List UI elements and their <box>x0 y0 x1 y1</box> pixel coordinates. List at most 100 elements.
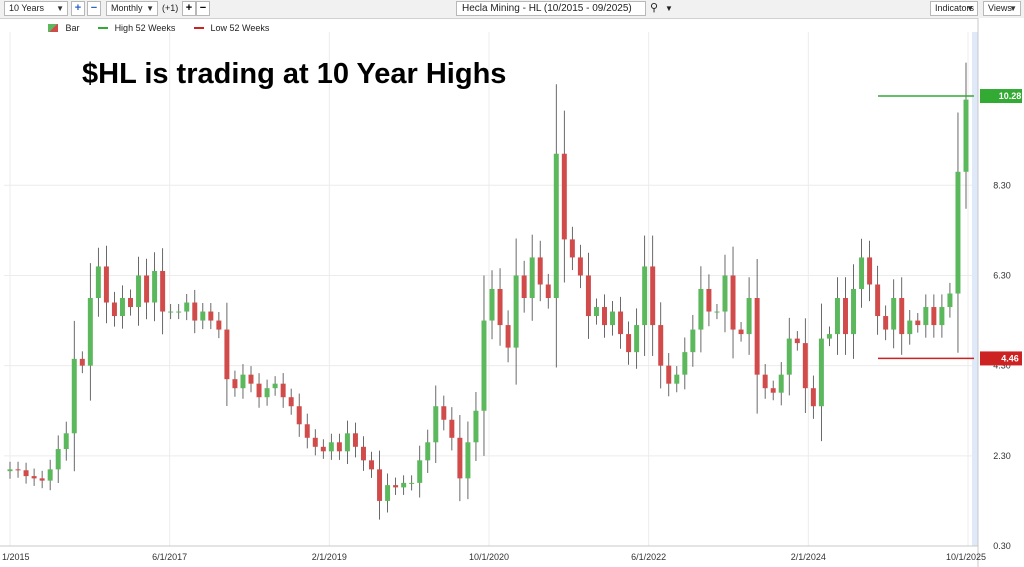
candle-body <box>320 446 326 452</box>
candle-body <box>417 460 423 483</box>
candle-body <box>224 329 230 380</box>
candle-body <box>553 153 559 299</box>
price-axis-panel <box>978 18 1024 546</box>
chart-legend: Bar High 52 Weeks Low 52 Weeks <box>48 22 269 33</box>
candle-body <box>23 470 29 477</box>
candle-body <box>465 442 471 479</box>
legend-high-label: High 52 Weeks <box>114 22 176 33</box>
candle-body <box>119 298 125 317</box>
high-52-week-marker <box>980 89 1022 104</box>
candle-body <box>577 257 583 276</box>
x-tick-label: 10/1/2025 <box>946 552 986 562</box>
candle-body <box>714 311 720 313</box>
chevron-down-icon: ▼ <box>146 4 154 13</box>
candle-body <box>489 289 495 321</box>
symbol-title-field[interactable]: Hecla Mining - HL (10/2015 - 09/2025) <box>456 1 646 16</box>
candle-body <box>192 302 198 321</box>
candle-body <box>111 302 117 317</box>
views-button[interactable]: Views ▼ <box>983 1 1021 16</box>
candle-body <box>176 311 182 313</box>
candle-body <box>328 442 334 452</box>
candle-body <box>497 289 503 326</box>
candle-body <box>344 433 350 452</box>
candle-body <box>336 442 342 452</box>
candle-body <box>360 446 366 461</box>
candle-body <box>152 270 158 303</box>
candle-body <box>955 171 961 294</box>
candle-body <box>569 239 575 258</box>
candle-body <box>963 99 969 172</box>
range-select[interactable]: 10 Years ▼ <box>4 1 68 16</box>
y-tick-label: 0.30 <box>993 541 1011 551</box>
candle-body <box>505 325 511 348</box>
candle-body <box>79 358 85 366</box>
candle-body <box>634 325 640 353</box>
candle-body <box>55 449 61 470</box>
legend-low-label: Low 52 Weeks <box>210 22 270 33</box>
current-period-highlight <box>972 32 978 546</box>
zoom-in-button[interactable]: + <box>71 1 85 16</box>
candle-body <box>441 406 447 420</box>
candle-body <box>867 257 873 285</box>
candle-body <box>537 257 543 285</box>
candle-body <box>650 266 656 326</box>
candle-body <box>95 266 101 299</box>
candle-body <box>891 298 897 330</box>
candle-body <box>610 311 616 326</box>
candle-body <box>642 266 648 326</box>
candle-body <box>401 482 407 488</box>
indicators-label: Indicators <box>935 3 975 13</box>
candle-body <box>385 485 391 501</box>
candle-body <box>674 374 680 384</box>
candle-body <box>738 329 744 335</box>
candle-body <box>248 374 254 384</box>
candle-body <box>513 275 519 348</box>
candle-body <box>272 383 278 389</box>
interval-select[interactable]: Monthly ▼ <box>106 1 158 16</box>
candle-body <box>208 311 214 321</box>
candle-body <box>168 311 174 313</box>
candle-body <box>184 302 190 312</box>
chart-toolbar: 10 Years ▼ + − Monthly ▼ (+1) + − Hecla … <box>0 0 1024 19</box>
chevron-down-icon: ▼ <box>966 4 974 13</box>
candle-body <box>144 275 150 303</box>
candle-body <box>593 307 599 317</box>
candle-body <box>658 325 664 366</box>
candle-body <box>103 266 109 303</box>
candle-body <box>939 307 945 326</box>
candle-body <box>875 284 881 317</box>
indicators-button[interactable]: Indicators ▼ <box>930 1 978 16</box>
candle-body <box>280 383 286 398</box>
low-line-legend-icon <box>193 26 204 29</box>
y-tick-label: 4.30 <box>993 361 1011 371</box>
candle-body <box>802 343 808 389</box>
chevron-down-icon[interactable]: ▼ <box>665 4 673 13</box>
candle-body <box>786 338 792 375</box>
offset-plus-button[interactable]: + <box>182 1 196 16</box>
candle-body <box>754 298 760 375</box>
candle-body <box>907 320 913 335</box>
candle-body <box>449 419 455 438</box>
x-tick-label: 2/1/2019 <box>312 552 347 562</box>
zoom-out-button[interactable]: − <box>87 1 101 16</box>
candle-body <box>585 275 591 317</box>
x-tick-label: 1/2015 <box>2 552 30 562</box>
search-icon[interactable]: ⚲ <box>650 2 659 14</box>
low-52-week-marker <box>980 351 1022 366</box>
bar-legend-icon <box>48 23 58 32</box>
x-tick-label: 10/1/2020 <box>469 552 509 562</box>
candle-body <box>304 424 310 438</box>
candle-body <box>433 406 439 443</box>
candle-body <box>770 388 776 393</box>
candle-body <box>618 311 624 335</box>
x-tick-label: 6/1/2022 <box>631 552 666 562</box>
offset-label: (+1) <box>162 3 179 13</box>
candle-body <box>690 329 696 353</box>
x-tick-label: 2/1/2024 <box>791 552 826 562</box>
candle-body <box>200 311 206 321</box>
offset-minus-button[interactable]: − <box>196 1 210 16</box>
candle-body <box>457 437 463 479</box>
y-tick-label: 6.30 <box>993 270 1011 280</box>
candle-body <box>762 374 768 389</box>
candle-body <box>931 307 937 326</box>
